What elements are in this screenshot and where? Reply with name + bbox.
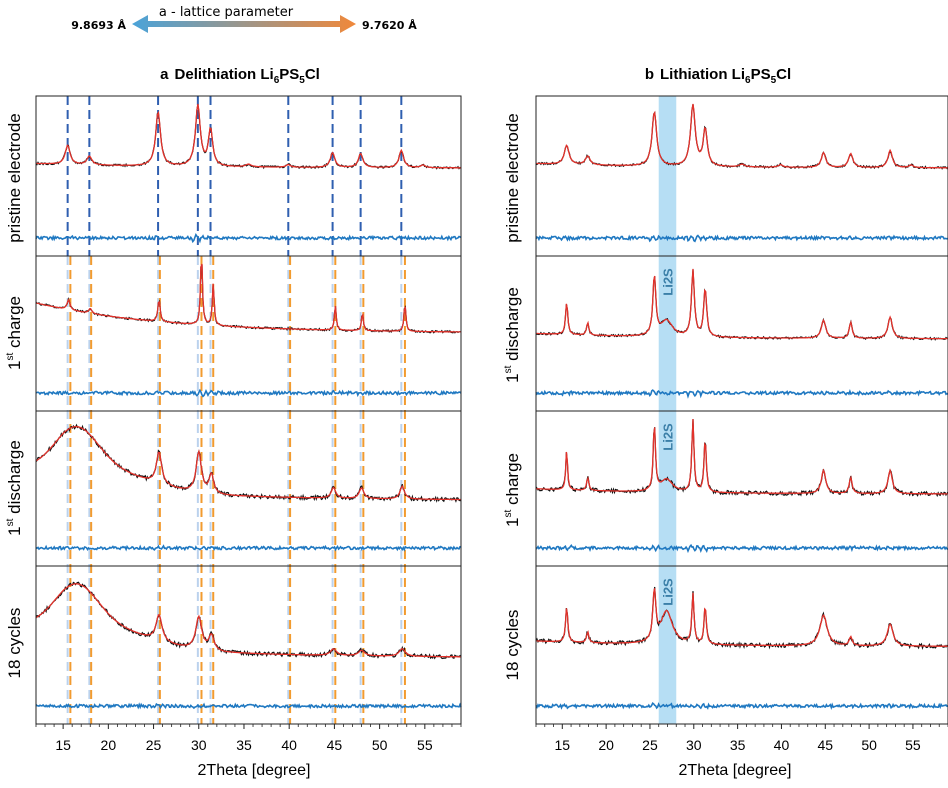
difference-curve: [535, 702, 948, 710]
observed-pattern: [35, 423, 462, 503]
legend-title: a - lattice parameter: [159, 5, 294, 20]
difference-curve: [535, 543, 948, 554]
row-label-pristine-electrode: pristine electrode: [503, 113, 522, 242]
row-frame: [535, 255, 948, 412]
row-frame: [35, 255, 462, 412]
panel-b-row-labels: pristine electrode 1st discharge 1st cha…: [503, 113, 522, 680]
row-frame: [535, 95, 948, 257]
x-tick-label: 50: [861, 737, 877, 753]
row-label-pristine-electrode: pristine electrode: [5, 113, 24, 242]
x-tick-label: 20: [101, 737, 117, 753]
fitted-pattern: [35, 425, 461, 501]
x-tick-label: 30: [686, 737, 702, 753]
fitted-pattern: [36, 103, 461, 169]
li2s-band: [658, 96, 677, 724]
observed-pattern: [535, 586, 948, 650]
panel-b-xlabel: 2Theta [degree]: [679, 762, 792, 779]
row-label-1st-discharge: 1st discharge: [5, 440, 24, 536]
observed-pattern: [535, 269, 948, 341]
fitted-pattern: [535, 418, 948, 495]
difference-curve: [35, 702, 462, 710]
x-tick-label: 35: [730, 737, 746, 753]
row-label-18-cycles: 18 cycles: [503, 610, 522, 681]
x-tick-label: 25: [146, 737, 162, 753]
observed-pattern: [35, 581, 462, 660]
observed-pattern: [535, 419, 948, 498]
difference-curve: [35, 544, 462, 552]
fitted-pattern: [536, 268, 948, 340]
fitted-pattern: [536, 588, 948, 647]
row-frame: [35, 95, 462, 257]
x-tick-label: 45: [327, 737, 343, 753]
panel-b-title: b Lithiation Li6PS5Cl: [645, 66, 791, 86]
difference-curve: [35, 388, 462, 398]
gradient-arrow: [132, 15, 356, 33]
difference-curve: [535, 234, 948, 243]
row-label-1st-charge: 1st charge: [503, 453, 522, 527]
x-tick-label: 20: [598, 737, 614, 753]
observed-pattern: [35, 264, 462, 334]
x-tick-label: 55: [905, 737, 921, 753]
x-tick-label: 45: [817, 737, 833, 753]
x-tick-label: 15: [555, 737, 571, 753]
row-label-1st-discharge: 1st discharge: [503, 287, 522, 383]
difference-curve: [535, 388, 948, 399]
x-tick-label: 30: [191, 737, 207, 753]
fitted-pattern: [35, 263, 461, 333]
fitted-pattern: [536, 103, 948, 169]
observed-pattern: [535, 104, 948, 170]
row-frame: [535, 565, 948, 725]
x-tick-label: 55: [417, 737, 433, 753]
panel-b: 15 20 25 30 35 40 45 50 55 Li2S Li2S Li2S pristine…: [503, 95, 948, 779]
difference-curve: [35, 232, 462, 244]
observed-pattern: [35, 104, 462, 170]
x-tick-label: 35: [236, 737, 252, 753]
panel-a-row-labels: pristine electrode 1st charge 1st discha…: [5, 113, 24, 678]
x-tick-label: 40: [774, 737, 790, 753]
legend-left-value: 9.8693 Å: [71, 19, 126, 32]
lattice-legend: a - lattice parameter 9.8693 Å 9.7620 Å: [71, 5, 417, 33]
x-tick-label: 50: [372, 737, 388, 753]
x-tick-label: 25: [642, 737, 658, 753]
li2s-label: Li2S: [660, 578, 675, 606]
legend-right-value: 9.7620 Å: [362, 19, 417, 32]
fitted-pattern: [35, 583, 461, 658]
row-label-18-cycles: 18 cycles: [5, 608, 24, 679]
panel-a: 15 20 25 30 35 40 45 50 55 pristine electrode 1s…: [5, 95, 462, 779]
panel-a-title: a Delithiation Li6PS5Cl: [160, 66, 320, 86]
panel-a-xlabel: 2Theta [degree]: [198, 762, 311, 779]
li2s-label: Li2S: [660, 268, 675, 296]
x-tick-label: 40: [281, 737, 297, 753]
x-tick-label: 15: [55, 737, 71, 753]
row-frame: [35, 410, 462, 567]
row-frame: [35, 565, 462, 725]
row-label-1st-charge: 1st charge: [5, 296, 24, 370]
li2s-label: Li2S: [660, 423, 675, 451]
